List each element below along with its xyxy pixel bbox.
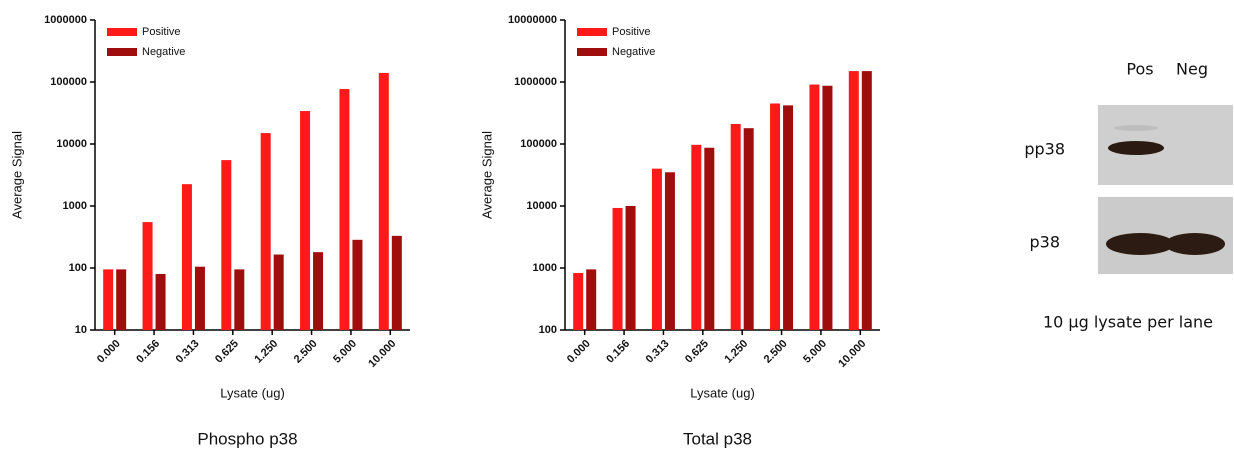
bar [300,111,310,330]
y-tick-label: 10000 [56,138,87,150]
blot-caption: 10 µg lysate per lane [1043,313,1213,332]
lane-label: Pos [1126,60,1153,79]
bar [652,169,662,330]
x-tick-label: 1.250 [252,338,280,366]
bar [352,240,362,330]
bar [313,252,323,330]
y-tick-label: 100000 [50,76,87,88]
blot-band [1108,141,1164,155]
y-tick-label: 10000 [526,200,557,212]
x-tick-label: 2.500 [762,338,790,366]
x-tick-label: 5.000 [331,338,359,366]
bar [783,105,793,330]
bar [809,85,819,330]
bar [744,128,754,330]
x-tick-label: 0.625 [683,338,711,366]
bar [704,148,714,330]
x-tick-label: 10.000 [366,338,398,370]
bar [392,236,402,330]
bar [339,89,349,330]
bar [195,267,205,330]
y-tick-label: 10000000 [508,14,557,26]
blot-band [1106,233,1174,255]
lane-label: Neg [1176,60,1208,79]
y-tick-label: 1000000 [514,76,557,88]
bar [156,274,166,330]
bar [665,172,675,330]
bar [261,133,271,330]
bar [182,184,192,330]
y-tick-label: 1000 [533,262,557,274]
y-tick-label: 100000 [520,138,557,150]
x-tick-label: 0.156 [134,338,162,366]
bar [573,273,583,330]
bar [221,160,231,330]
x-tick-label: 0.156 [604,338,632,366]
bar [116,269,126,330]
legend-swatch [107,28,137,36]
x-axis-label: Lysate (ug) [690,385,755,400]
row-label: p38 [1029,233,1060,252]
x-tick-label: 5.000 [801,338,829,366]
bar [691,145,701,330]
bar [379,73,389,330]
blot-band [1165,233,1225,255]
x-tick-label: 0.625 [213,338,241,366]
bar [143,222,153,330]
y-tick-label: 1000000 [44,14,87,26]
bar [274,255,284,330]
bar [862,71,872,330]
legend-label: Negative [612,46,655,58]
x-tick-label: 0.000 [95,338,123,366]
legend-swatch [107,48,137,56]
x-tick-label: 1.250 [722,338,750,366]
blot-band [1114,125,1158,131]
bar [849,71,859,330]
x-axis-label: Lysate (ug) [220,385,285,400]
x-tick-label: 0.000 [565,338,593,366]
legend-swatch [577,48,607,56]
legend-swatch [577,28,607,36]
y-tick-label: 100 [539,324,557,336]
bar [731,124,741,330]
x-tick-label: 10.000 [836,338,868,370]
y-axis-label: Average Signal [479,131,494,219]
bar [103,269,113,330]
chart-title: Total p38 [683,429,752,448]
y-tick-label: 1000 [63,200,87,212]
x-tick-label: 2.500 [292,338,320,366]
row-label: pp38 [1024,140,1065,159]
y-axis-label: Average Signal [9,131,24,219]
bar [626,206,636,330]
legend-label: Positive [142,26,181,38]
y-tick-label: 10 [75,324,87,336]
y-tick-label: 100 [69,262,87,274]
bar [822,86,832,330]
bar [586,269,596,330]
bar [613,208,623,330]
x-tick-label: 0.313 [174,338,202,366]
legend-label: Positive [612,26,651,38]
figure: Pos Neg pp38 p38 10 µg lysate per lane 1… [0,0,1234,455]
chart-title: Phospho p38 [197,429,297,448]
bar [234,269,244,330]
legend-label: Negative [142,46,185,58]
bar [770,104,780,330]
x-tick-label: 0.313 [644,338,672,366]
